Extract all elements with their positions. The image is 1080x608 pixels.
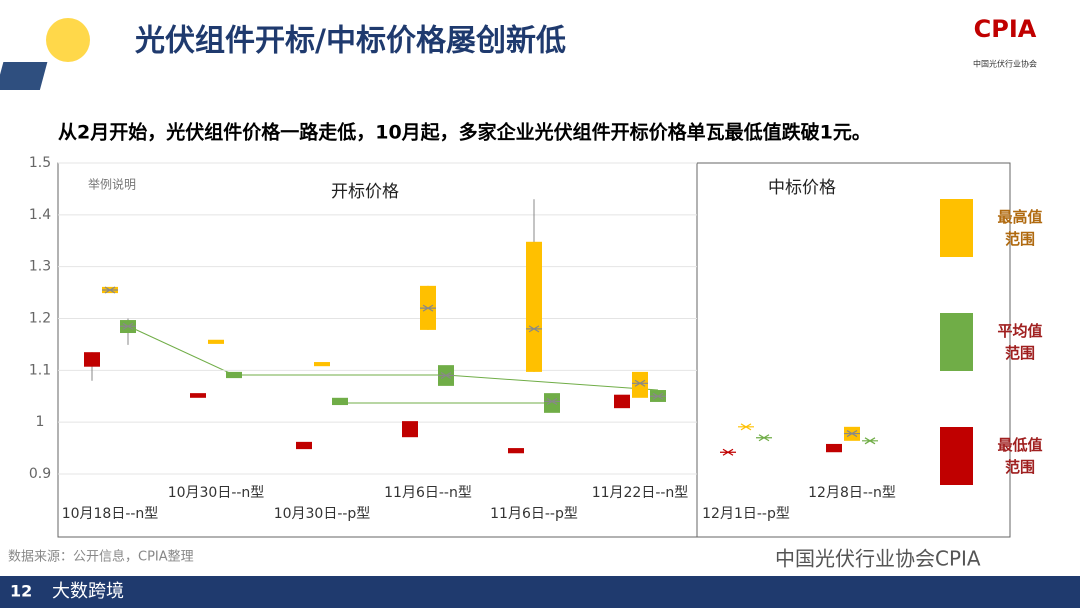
x-tick-label: 11月22日--n型	[592, 485, 689, 501]
legend-swatch	[940, 199, 973, 257]
wechat: 中国光伏行业协会CPIA	[775, 547, 981, 571]
footer-bar	[0, 576, 1080, 608]
y-tick-label: 0.9	[29, 466, 51, 482]
y-tick-label: 1.4	[29, 207, 51, 223]
mean-marker	[102, 286, 118, 294]
brand: 大数跨境	[52, 581, 124, 602]
page-number: 12	[10, 582, 32, 601]
y-tick-label: 1.5	[29, 155, 51, 171]
mean-marker	[650, 392, 666, 400]
box	[296, 441, 312, 450]
mean-marker	[720, 448, 736, 456]
x-tick-label: 10月30日--p型	[274, 506, 371, 522]
mean-marker	[632, 379, 648, 387]
sun-icon	[46, 18, 90, 62]
mean-marker	[544, 397, 560, 405]
frame-left	[57, 162, 698, 538]
x-tick-label: 10月18日--n型	[62, 506, 159, 522]
y-tick-label: 1.2	[29, 311, 51, 327]
legend-label: 平均值范围	[997, 322, 1042, 362]
logo: CPIA	[974, 15, 1037, 43]
x-tick-label: 11月6日--n型	[384, 485, 472, 501]
legend-swatch	[940, 427, 973, 485]
mean-marker	[756, 434, 772, 442]
source: 数据来源：公开信息，CPIA整理	[8, 549, 194, 565]
mean-marker	[438, 372, 454, 380]
logo-sub: 中国光伏行业协会	[973, 59, 1037, 69]
box	[190, 393, 206, 398]
legend-label: 最高值范围	[997, 208, 1042, 248]
box	[332, 397, 348, 406]
subtitle: 从2月开始，光伏组件价格一路走低，10月起，多家企业光伏组件开标价格单瓦最低值跌…	[58, 121, 871, 144]
box	[84, 352, 100, 367]
legend-swatch	[940, 313, 973, 371]
box	[526, 241, 542, 372]
x-tick-label: 11月6日--p型	[490, 506, 578, 522]
mean-marker	[738, 423, 754, 431]
box	[314, 362, 330, 367]
panel-icon	[0, 62, 48, 90]
box	[208, 339, 224, 344]
y-tick-label: 1.3	[29, 259, 51, 275]
frame-right	[696, 162, 1011, 538]
legend-label: 最低值范围	[997, 436, 1042, 476]
x-tick-label: 12月1日--p型	[702, 506, 790, 522]
note: 举例说明	[88, 177, 136, 192]
trend-line	[127, 325, 659, 391]
mean-marker	[862, 437, 878, 445]
plot: 0.9 1 1.1 1.2 1.3 1.4 1.5 举例说明 开标价格 中标价格 10月18日--n…	[29, 155, 1043, 522]
box	[632, 371, 648, 398]
box	[544, 393, 560, 413]
x-tick-label: 12月8日--n型	[808, 485, 896, 501]
section-label: 开标价格	[331, 182, 399, 202]
x-tick-label: 10月30日--n型	[168, 485, 265, 501]
box	[226, 371, 242, 379]
box	[614, 394, 630, 409]
mean-marker	[420, 304, 436, 312]
title: 光伏组件开标/中标价格屡创新低	[135, 24, 566, 59]
box	[826, 443, 842, 453]
section-label: 中标价格	[768, 178, 836, 198]
y-tick-label: 1.1	[29, 362, 51, 378]
box	[402, 421, 418, 438]
box	[508, 448, 524, 454]
mean-marker	[844, 430, 860, 438]
y-tick-label: 1	[36, 414, 45, 430]
mean-marker	[526, 325, 542, 333]
mean-marker	[120, 322, 136, 330]
